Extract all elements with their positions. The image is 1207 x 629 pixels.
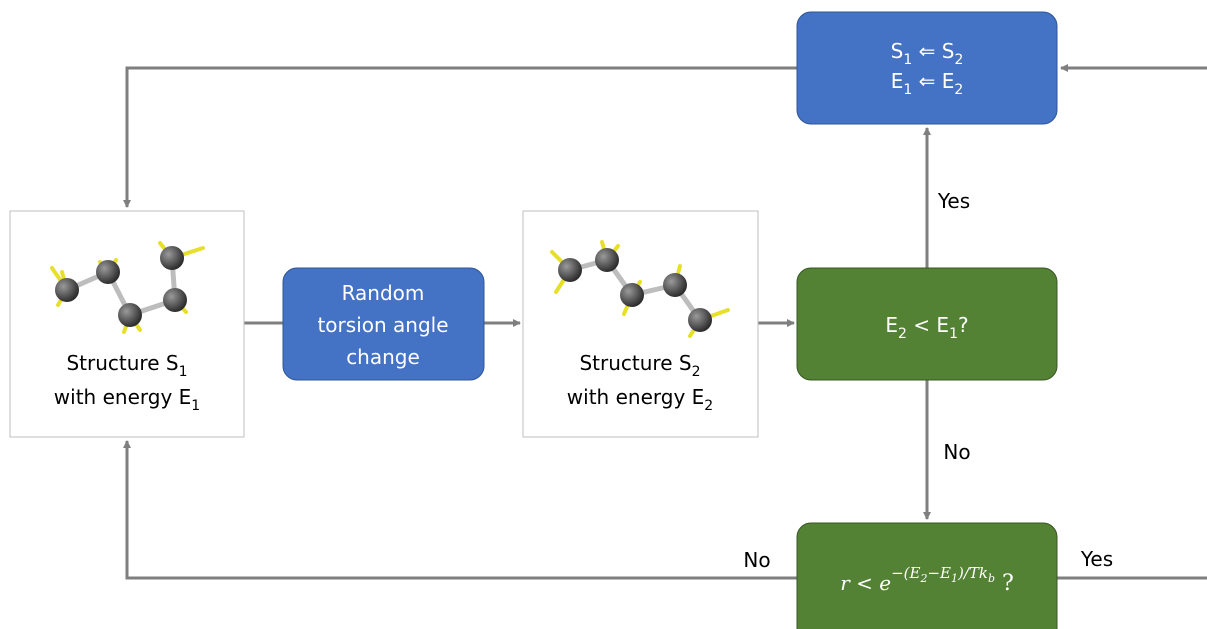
subscript: 1 <box>903 82 912 98</box>
text-run: ⇐ S <box>912 39 954 63</box>
edge-label: No <box>943 440 970 464</box>
subscript: 1 <box>179 364 188 380</box>
formula-base: r < e <box>840 571 891 595</box>
text-run: Random <box>342 281 425 305</box>
text-run: )/Tk <box>957 564 988 582</box>
exponent: −(E2−E1)/Tkb <box>891 564 995 585</box>
subscript: 2 <box>692 364 701 380</box>
text-run: S <box>891 39 904 63</box>
subscript: 2 <box>954 52 963 68</box>
subscript: 1 <box>191 398 200 414</box>
text-run: −E <box>927 564 951 582</box>
text-run: E <box>891 69 904 93</box>
text-run: change <box>346 345 420 369</box>
edge-label: No <box>743 548 770 572</box>
diagram: Structure S1with energy E1Randomtorsion … <box>0 0 1207 629</box>
text-run: ⇐ E <box>912 69 954 93</box>
text-run: < E <box>907 313 949 337</box>
text-run: with energy E <box>567 385 704 409</box>
subscript: 2 <box>954 82 963 98</box>
node-label: torsion angle <box>317 313 448 337</box>
subscript: 2 <box>704 398 713 414</box>
text-run: E <box>885 313 898 337</box>
update-box <box>797 12 1057 124</box>
subscript: 1 <box>949 326 958 342</box>
subscript: 1 <box>951 572 958 585</box>
node-label: change <box>346 345 420 369</box>
formula-end: ? <box>995 571 1014 596</box>
subscript: 1 <box>903 52 912 68</box>
node-label: Random <box>342 281 425 305</box>
subscript: 2 <box>898 326 907 342</box>
text-run: Structure S <box>579 351 691 375</box>
subscript: b <box>988 572 995 585</box>
edge-label: Yes <box>1080 547 1113 571</box>
edge-label: Yes <box>937 189 970 213</box>
text-run: −(E <box>891 564 920 582</box>
text-run: with energy E <box>54 385 191 409</box>
text-run: Structure S <box>66 351 178 375</box>
text-run: ? <box>958 313 969 337</box>
subscript: 2 <box>919 572 927 585</box>
text-run: torsion angle <box>317 313 448 337</box>
